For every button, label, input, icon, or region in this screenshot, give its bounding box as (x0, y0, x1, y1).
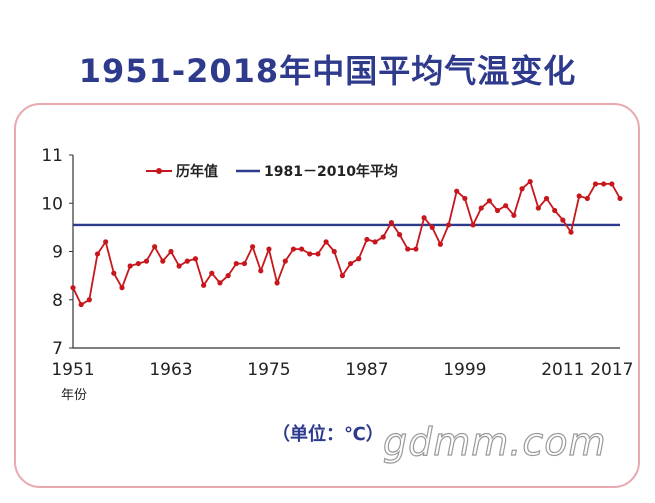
x-tick-label: 1999 (443, 360, 486, 380)
data-point (601, 181, 607, 187)
unit-note: （单位：℃） (272, 424, 384, 445)
data-point (462, 195, 468, 202)
data-point (103, 239, 109, 245)
data-point (617, 195, 623, 202)
data-point (405, 246, 411, 252)
data-point (388, 219, 395, 226)
data-point (184, 258, 190, 264)
data-point (307, 251, 313, 257)
data-point (339, 273, 346, 279)
x-tick-label: 2011 (541, 360, 584, 380)
data-point (135, 260, 141, 267)
series-line (72, 179, 621, 306)
legend-series-label: 历年值 (176, 163, 218, 180)
data-point (552, 207, 558, 214)
data-point (225, 273, 231, 279)
x-tick-label: 1987 (345, 360, 388, 380)
chart-title: 1951-2018年中国平均气温变化 (78, 52, 577, 90)
data-point (209, 270, 215, 276)
data-point (470, 222, 476, 228)
data-point (176, 263, 182, 269)
data-point (217, 280, 223, 286)
x-axis-label: 年份 (61, 388, 87, 403)
data-point (127, 263, 133, 269)
data-point (584, 195, 590, 202)
data-point (282, 258, 288, 264)
data-point (494, 207, 501, 214)
data-point (609, 181, 615, 187)
data-point (258, 268, 264, 274)
data-point (201, 282, 207, 288)
data-point (413, 246, 419, 252)
data-point (454, 188, 460, 194)
data-point (437, 241, 443, 247)
data-point (503, 203, 509, 209)
data-point (396, 232, 403, 238)
data-point (527, 178, 533, 185)
data-point (519, 186, 525, 192)
data-point (576, 193, 582, 199)
data-point (568, 229, 574, 235)
data-point (380, 234, 386, 240)
data-point (250, 244, 256, 250)
data-point (543, 195, 550, 202)
data-point (241, 260, 248, 267)
data-point (364, 236, 370, 243)
chart-frame (14, 103, 640, 488)
y-tick-label: 9 (52, 243, 63, 263)
x-tick-label: 1963 (149, 360, 192, 380)
data-point (331, 248, 337, 255)
watermark: gdmm.com (382, 419, 607, 464)
y-tick-label: 10 (41, 194, 63, 214)
data-point (421, 215, 427, 221)
data-point (592, 181, 599, 187)
data-point (160, 258, 166, 264)
data-point (535, 205, 541, 211)
data-point (152, 244, 158, 250)
data-point (168, 248, 174, 255)
data-point (266, 246, 272, 252)
data-point (274, 280, 280, 286)
x-tick-label: 1975 (247, 360, 290, 380)
data-point (347, 260, 354, 267)
y-tick-label: 7 (52, 339, 63, 359)
data-point (445, 222, 452, 228)
data-point (323, 239, 329, 245)
data-point (356, 256, 362, 262)
data-point (429, 224, 435, 230)
data-point (315, 251, 321, 257)
legend-series-marker (156, 168, 162, 174)
data-point (486, 198, 492, 204)
y-tick-label: 8 (52, 291, 63, 311)
data-point (119, 285, 125, 291)
data-point (290, 246, 297, 252)
data-point (192, 256, 199, 262)
data-point (372, 239, 378, 245)
data-point (70, 285, 76, 291)
data-point (511, 212, 517, 218)
x-tick-label: 2017 (590, 360, 633, 380)
data-point (94, 251, 101, 257)
data-point (111, 270, 117, 276)
data-point (298, 246, 305, 252)
data-point (86, 297, 92, 303)
data-point (143, 258, 150, 264)
legend-reference-label: 1981－2010年平均 (264, 163, 398, 180)
data-point (478, 205, 484, 211)
data-point (560, 217, 566, 223)
data-point (78, 301, 84, 308)
x-tick-label: 1951 (51, 360, 94, 380)
y-tick-label: 11 (41, 146, 63, 166)
data-point (233, 260, 239, 267)
